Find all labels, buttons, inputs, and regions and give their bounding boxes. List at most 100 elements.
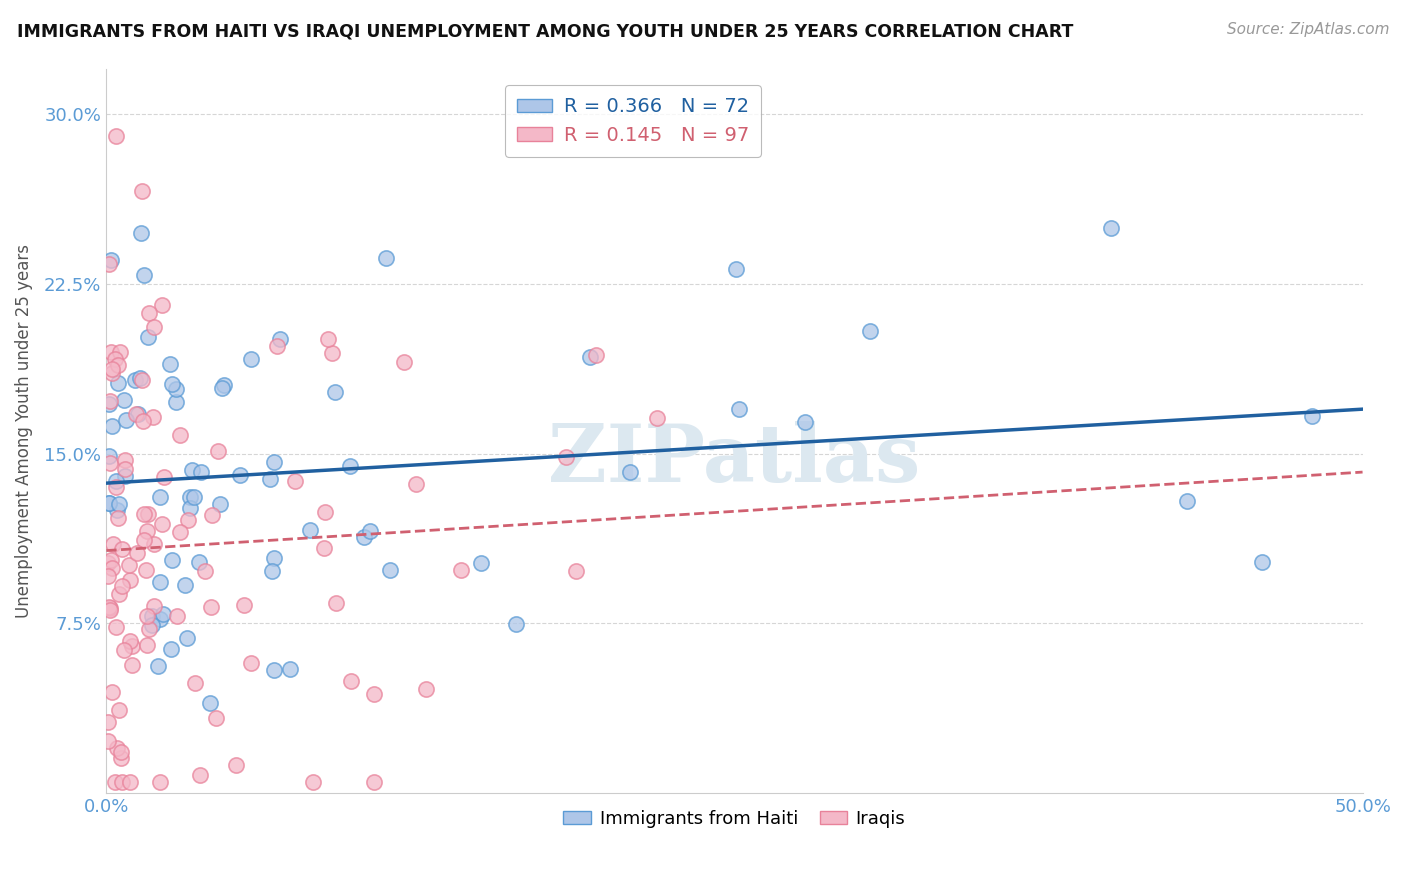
Point (135, 524, 157, 539)
Text: IMMIGRANTS FROM HAITI VS IRAQI UNEMPLOYMENT AMONG YOUTH UNDER 25 YEARS CORRELATI: IMMIGRANTS FROM HAITI VS IRAQI UNEMPLOYM… (17, 22, 1073, 40)
Legend: Immigrants from Haiti, Iraqis: Immigrants from Haiti, Iraqis (557, 803, 912, 835)
Point (301, 775, 323, 789)
Point (1301, 409, 1323, 424)
Point (415, 681, 437, 696)
Point (111, 542, 134, 557)
Point (392, 355, 415, 369)
Point (125, 546, 148, 560)
Point (183, 490, 205, 504)
Point (555, 450, 578, 465)
Point (118, 633, 141, 648)
Point (108, 344, 131, 359)
Point (124, 373, 146, 387)
Point (105, 740, 128, 755)
Point (100, 553, 122, 567)
Point (378, 563, 401, 577)
Point (98, 603, 121, 617)
Point (101, 561, 124, 575)
Point (129, 370, 152, 384)
Point (131, 373, 153, 387)
Point (107, 358, 129, 372)
Point (363, 775, 385, 789)
Point (97, 449, 120, 463)
Text: Source: ZipAtlas.com: Source: ZipAtlas.com (1226, 22, 1389, 37)
Point (585, 348, 607, 362)
Point (97, 556, 120, 570)
Point (321, 346, 343, 360)
Point (138, 306, 160, 320)
Point (339, 458, 361, 473)
Point (298, 523, 321, 537)
Point (149, 612, 172, 626)
Point (149, 574, 172, 589)
Point (166, 609, 188, 624)
Point (353, 530, 375, 544)
Point (269, 332, 291, 346)
Point (105, 129, 128, 144)
Point (104, 620, 127, 634)
Point (101, 367, 124, 381)
Point (142, 599, 165, 614)
Point (138, 329, 160, 343)
Point (135, 563, 157, 577)
Point (115, 413, 138, 427)
Point (278, 662, 301, 676)
Point (1175, 494, 1198, 508)
Point (794, 415, 817, 429)
Point (340, 674, 363, 689)
Point (120, 573, 142, 587)
Point (136, 507, 159, 521)
Point (97, 714, 120, 729)
Point (111, 775, 134, 789)
Point (240, 656, 263, 670)
Point (118, 558, 141, 572)
Point (110, 751, 132, 765)
Point (142, 319, 165, 334)
Point (160, 553, 183, 567)
Point (260, 564, 283, 578)
Point (645, 410, 668, 425)
Point (160, 376, 183, 391)
Point (160, 642, 183, 657)
Point (183, 676, 205, 690)
Point (100, 344, 122, 359)
Point (564, 564, 586, 578)
Point (101, 536, 124, 550)
Point (194, 565, 217, 579)
Point (132, 533, 155, 548)
Point (188, 768, 211, 782)
Point (141, 608, 163, 623)
Point (97, 496, 120, 510)
Point (97, 733, 120, 747)
Point (284, 474, 307, 488)
Point (132, 268, 155, 283)
Point (127, 407, 149, 421)
Point (505, 617, 527, 632)
Point (181, 463, 204, 477)
Point (263, 551, 285, 566)
Y-axis label: Unemployment Among Youth under 25 years: Unemployment Among Youth under 25 years (15, 244, 32, 618)
Point (323, 384, 346, 399)
Point (112, 393, 135, 408)
Point (97, 569, 120, 583)
Point (132, 414, 155, 428)
Point (198, 696, 221, 710)
Point (107, 497, 129, 511)
Point (131, 184, 153, 198)
Point (152, 607, 174, 621)
Point (1251, 555, 1274, 569)
Point (107, 511, 129, 525)
Point (179, 490, 201, 504)
Point (266, 339, 288, 353)
Point (98, 397, 121, 411)
Point (176, 513, 198, 527)
Point (187, 555, 209, 569)
Point (232, 598, 254, 612)
Point (136, 638, 159, 652)
Point (312, 541, 335, 555)
Point (405, 477, 427, 491)
Point (212, 378, 235, 392)
Point (152, 470, 174, 484)
Point (149, 775, 172, 789)
Point (169, 524, 191, 539)
